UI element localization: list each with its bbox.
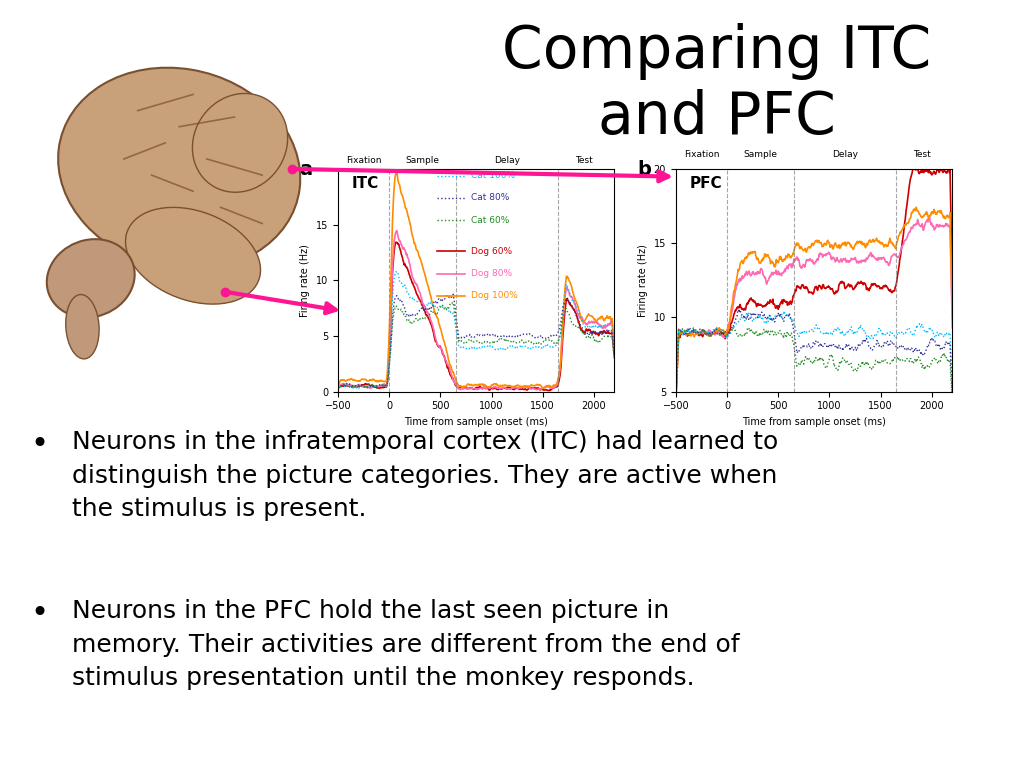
Text: Sample: Sample: [406, 157, 439, 165]
Ellipse shape: [47, 239, 135, 317]
Text: Fixation: Fixation: [346, 157, 381, 165]
Text: Dog 100%: Dog 100%: [471, 291, 517, 300]
Ellipse shape: [193, 94, 288, 192]
Text: •: •: [31, 430, 49, 459]
X-axis label: Time from sample onset (ms): Time from sample onset (ms): [742, 417, 886, 427]
Text: Fixation: Fixation: [684, 150, 719, 159]
Text: Comparing ITC
and PFC: Comparing ITC and PFC: [502, 23, 932, 146]
Text: PFC: PFC: [690, 176, 722, 190]
Text: ITC: ITC: [352, 176, 379, 190]
Ellipse shape: [66, 295, 99, 359]
Text: Dog 60%: Dog 60%: [471, 247, 512, 256]
Text: Sample: Sample: [743, 150, 777, 159]
Text: Neurons in the PFC hold the last seen picture in
memory. Their activities are di: Neurons in the PFC hold the last seen pi…: [72, 599, 739, 690]
Text: b: b: [637, 160, 651, 179]
X-axis label: Time from sample onset (ms): Time from sample onset (ms): [404, 417, 548, 427]
Ellipse shape: [126, 207, 260, 304]
Text: Cat 60%: Cat 60%: [471, 216, 509, 225]
Text: Delay: Delay: [831, 150, 858, 159]
Text: •: •: [31, 599, 49, 628]
Y-axis label: Firing rate (Hz): Firing rate (Hz): [638, 244, 648, 316]
Text: Cat 100%: Cat 100%: [471, 171, 515, 180]
Text: Cat 80%: Cat 80%: [471, 194, 509, 203]
Text: Delay: Delay: [494, 157, 520, 165]
Text: Dog 80%: Dog 80%: [471, 269, 512, 278]
Text: Test: Test: [574, 157, 593, 165]
Y-axis label: Firing rate (Hz): Firing rate (Hz): [300, 244, 310, 316]
Text: Neurons in the infratemporal cortex (ITC) had learned to
distinguish the picture: Neurons in the infratemporal cortex (ITC…: [72, 430, 778, 521]
Ellipse shape: [58, 68, 300, 270]
Text: Test: Test: [912, 150, 931, 159]
Text: a: a: [299, 160, 312, 179]
